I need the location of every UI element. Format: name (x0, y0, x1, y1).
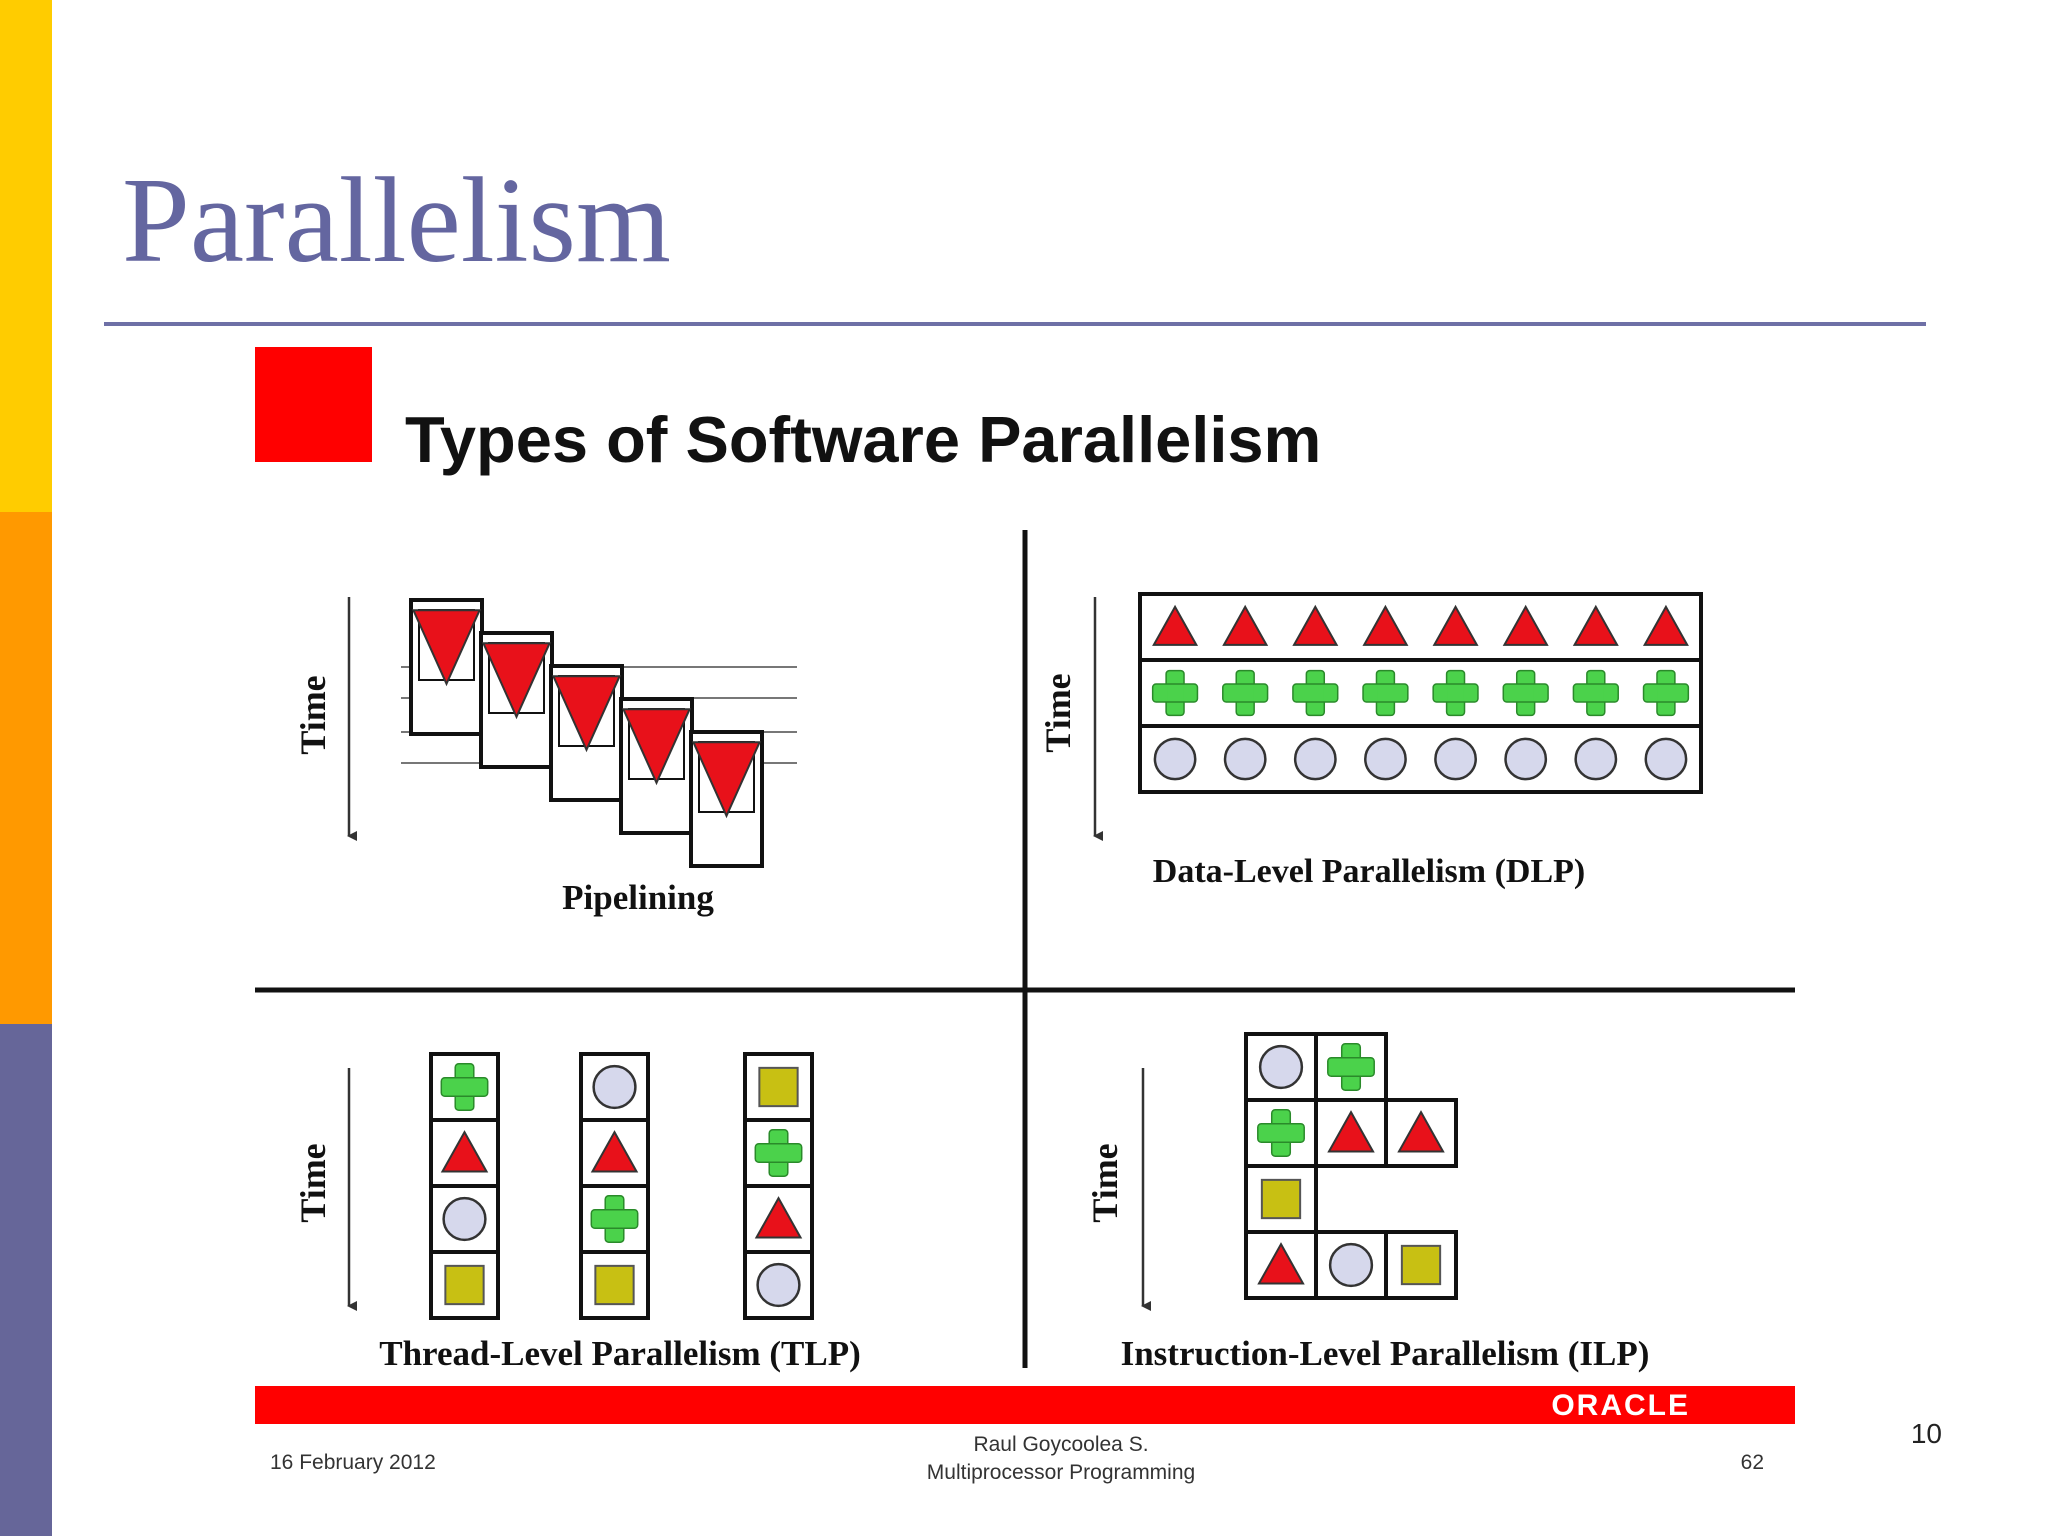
time-axis-dlp: Time (1038, 597, 1103, 841)
title-underline (104, 322, 1926, 326)
cross-shape (1642, 669, 1690, 717)
pipeline-stage (479, 631, 554, 769)
triangle-shape (1362, 604, 1409, 646)
cross-shape (1151, 669, 1199, 717)
triangle-shape (1642, 604, 1689, 646)
circle-shape (756, 1262, 801, 1308)
footer-date: 16 February 2012 (270, 1451, 436, 1474)
square-shape (444, 1264, 485, 1306)
pipelining-caption: Pipelining (562, 878, 714, 917)
square-shape (1260, 1178, 1302, 1220)
triangle-shape (481, 642, 552, 720)
tlp-panel: Thread-Level Parallelism (TLP) (379, 1052, 861, 1373)
cross-shape (440, 1063, 489, 1111)
circle-shape (442, 1196, 487, 1242)
circle-shape (1434, 737, 1477, 781)
sidebar-accent-purple (0, 1024, 52, 1536)
dlp-caption: Data-Level Parallelism (DLP) (1153, 853, 1585, 890)
circle-shape (1504, 737, 1548, 781)
dlp-panel: Data-Level Parallelism (DLP) (1138, 592, 1703, 890)
triangle-shape (754, 1196, 803, 1239)
cross-shape (1502, 669, 1549, 717)
circle-shape (592, 1064, 637, 1110)
tlp-threads (429, 1052, 814, 1320)
cross-shape (1292, 669, 1339, 717)
ilp-panel: Instruction-Level Parallelism (ILP) (1121, 1032, 1650, 1373)
triangle-shape (1222, 604, 1269, 646)
oracle-logo: ORACLE (1551, 1389, 1690, 1422)
time-label: Time (1038, 673, 1078, 752)
thread-column (743, 1052, 814, 1320)
figure-heading: Types of Software Parallelism (405, 403, 1321, 476)
ilp-caption: Instruction-Level Parallelism (ILP) (1121, 1334, 1650, 1373)
time-axis-tlp: Time (293, 1068, 357, 1311)
time-axis-pipelining: Time (293, 597, 357, 841)
time-label: Time (1085, 1143, 1125, 1222)
grid-cell (743, 1052, 814, 1122)
circle-shape (1364, 737, 1407, 781)
cross-shape (1222, 669, 1269, 717)
triangle-shape (411, 609, 482, 687)
circle-shape (1293, 737, 1337, 781)
footer-author: Raul Goycoolea S. (973, 1433, 1148, 1456)
time-label: Time (293, 1143, 333, 1222)
cross-shape (1572, 669, 1619, 717)
triangle-shape (1152, 604, 1199, 646)
triangle-shape (1292, 604, 1339, 646)
footer-red-bar (255, 1386, 1795, 1424)
cross-shape (1257, 1109, 1305, 1157)
square-shape (758, 1066, 799, 1108)
cross-shape (754, 1129, 803, 1177)
triangle-shape (1327, 1110, 1375, 1153)
triangle-shape (1257, 1242, 1305, 1285)
heading-red-square (255, 347, 372, 462)
sidebar-accent-orange (0, 512, 52, 1024)
tlp-caption: Thread-Level Parallelism (TLP) (379, 1334, 861, 1373)
triangle-shape (621, 708, 692, 786)
square-shape (1400, 1244, 1442, 1286)
triangle-shape (1572, 604, 1619, 646)
slide-title: Parallelism (122, 153, 671, 288)
footer-course: Multiprocessor Programming (927, 1461, 1195, 1484)
cross-shape (590, 1195, 639, 1243)
circle-shape (1644, 737, 1688, 781)
pipelining-panel: Pipelining (401, 598, 797, 917)
triangle-shape (590, 1130, 639, 1173)
time-label: Time (293, 675, 333, 754)
circle-shape (1328, 1242, 1374, 1288)
pipeline-stage (549, 664, 624, 802)
triangle-shape (691, 741, 762, 819)
ilp-cells (1244, 1032, 1458, 1300)
pipeline-stage (619, 697, 694, 835)
pipeline-stages (409, 598, 764, 868)
cross-shape (1362, 669, 1409, 717)
triangle-shape (1502, 604, 1549, 646)
footer-page: 62 (1741, 1451, 1764, 1474)
triangle-shape (1397, 1110, 1445, 1153)
circle-shape (1223, 737, 1267, 781)
thread-column (579, 1052, 650, 1320)
cross-shape (1327, 1043, 1375, 1091)
thread-column (429, 1052, 500, 1320)
triangle-shape (551, 675, 622, 753)
sidebar-accent-yellow (0, 0, 52, 512)
square-shape (594, 1264, 635, 1306)
circle-shape (1574, 737, 1618, 781)
triangle-shape (1432, 604, 1479, 646)
dlp-cells (1151, 604, 1690, 781)
pipeline-stage (689, 730, 764, 868)
triangle-shape (440, 1130, 489, 1173)
circle-shape (1258, 1044, 1304, 1090)
circle-shape (1153, 737, 1197, 781)
pipeline-stage (409, 598, 484, 736)
page-number: 10 (1910, 1418, 1942, 1449)
cross-shape (1432, 669, 1479, 717)
time-axis-ilp: Time (1085, 1068, 1151, 1311)
